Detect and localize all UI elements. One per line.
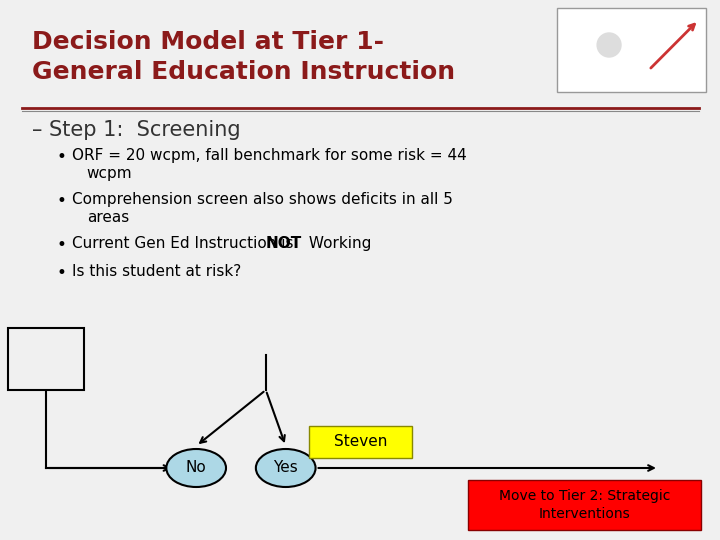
Text: Yes: Yes: [274, 461, 298, 476]
Text: •: •: [57, 236, 67, 254]
Text: Move to Tier 2: Strategic
Interventions: Move to Tier 2: Strategic Interventions: [498, 489, 670, 521]
Text: areas: areas: [86, 210, 129, 225]
Text: •: •: [57, 148, 67, 166]
Text: Comprehension screen also shows deficits in all 5: Comprehension screen also shows deficits…: [72, 192, 453, 207]
Text: Working: Working: [304, 236, 371, 251]
Text: Is this student at risk?: Is this student at risk?: [72, 264, 241, 279]
Ellipse shape: [166, 449, 226, 487]
Text: Problem Solving &: Problem Solving &: [580, 30, 682, 40]
Text: Response to Intervention: Response to Intervention: [562, 42, 701, 52]
FancyBboxPatch shape: [309, 426, 412, 458]
FancyBboxPatch shape: [8, 328, 84, 390]
Text: General Education Instruction: General Education Instruction: [32, 60, 455, 84]
Text: – Step 1:  Screening: – Step 1: Screening: [32, 120, 240, 140]
Text: Decision Model at Tier 1-: Decision Model at Tier 1-: [32, 30, 384, 54]
Text: Continue
Tier 1
Instruction: Continue Tier 1 Instruction: [9, 340, 82, 389]
Text: ORF = 20 wcpm, fall benchmark for some risk = 44: ORF = 20 wcpm, fall benchmark for some r…: [72, 148, 467, 163]
FancyBboxPatch shape: [557, 8, 706, 92]
Text: Steven: Steven: [333, 435, 387, 449]
Text: NOT: NOT: [266, 236, 302, 251]
Ellipse shape: [256, 449, 315, 487]
FancyBboxPatch shape: [468, 480, 701, 530]
Circle shape: [597, 33, 621, 57]
Text: •: •: [57, 192, 67, 210]
Text: No: No: [186, 461, 207, 476]
Text: Current Gen Ed Instruction is: Current Gen Ed Instruction is: [72, 236, 298, 251]
Text: •: •: [57, 264, 67, 282]
Text: wcpm: wcpm: [86, 166, 132, 181]
